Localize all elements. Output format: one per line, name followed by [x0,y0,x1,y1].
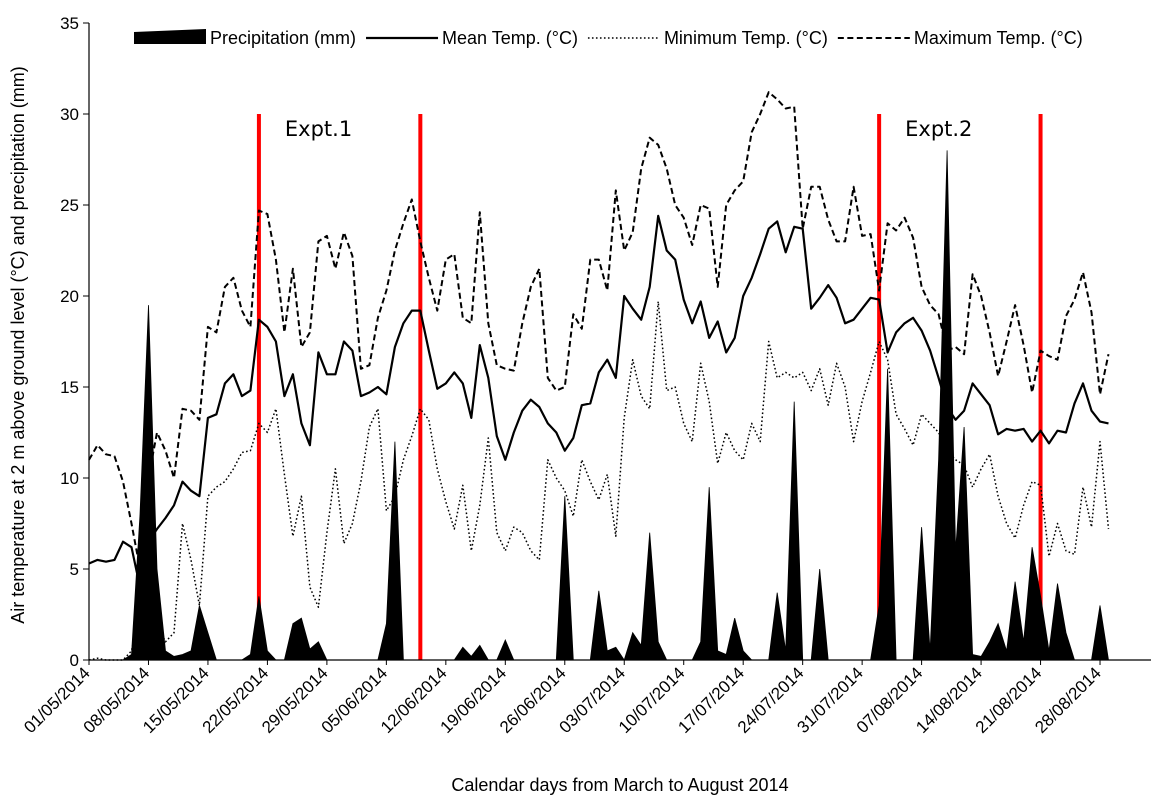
legend-label-min-temp: Minimum Temp. (°C) [664,28,828,48]
y-tick-label: 30 [60,105,79,124]
max-temp-line [88,91,1110,570]
precipitation-area [89,150,1143,661]
y-tick-label: 35 [60,14,79,33]
legend-label-max-temp: Maximum Temp. (°C) [914,28,1083,48]
temperature-lines-layer [88,91,1110,661]
y-tick-label: 0 [70,651,79,670]
legend-label-mean-temp: Mean Temp. (°C) [442,28,578,48]
y-ticks: 0 5 10 15 20 25 30 35 [60,14,89,670]
y-axis-title: Air temperature at 2 m above ground leve… [8,66,28,623]
legend-label-precipitation: Precipitation (mm) [210,28,356,48]
y-tick-label: 20 [60,287,79,306]
experiment-label: Expt.1 [285,117,352,141]
precipitation-area-layer [89,150,1143,661]
x-ticks: 01/05/201408/05/201415/05/201422/05/2014… [20,660,1105,737]
axes-layer [88,23,1151,661]
experiment-label: Expt.2 [905,117,972,141]
x-axis-title: Calendar days from March to August 2014 [451,775,788,795]
experiment-markers: Expt.1 Expt.2 [256,114,1043,660]
y-tick-label: 10 [60,469,79,488]
y-tick-label: 15 [60,378,79,397]
y-tick-label: 5 [70,560,79,579]
legend: Precipitation (mm) Mean Temp. (°C) Minimum… [134,28,1083,48]
legend-swatch-precipitation [134,29,206,44]
mean-temp-line [88,214,1109,589]
min-temp-line [88,300,1110,661]
y-tick-label: 25 [60,196,79,215]
